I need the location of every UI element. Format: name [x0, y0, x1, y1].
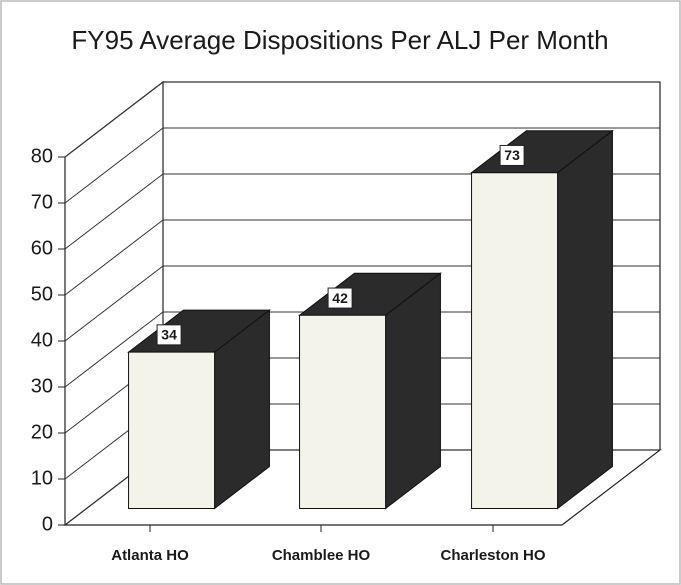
- y-tick-label: 60: [31, 237, 53, 259]
- grid-line: [64, 81, 164, 158]
- data-label: 73: [504, 147, 520, 163]
- bar: [471, 172, 559, 509]
- bar: [299, 314, 387, 509]
- y-tick-label: 40: [31, 329, 53, 351]
- data-label: 34: [161, 327, 177, 343]
- grid-line: [64, 311, 164, 388]
- data-label-box: [327, 287, 353, 309]
- y-tick-label: 20: [31, 421, 53, 443]
- data-label: 42: [332, 290, 348, 306]
- x-tick-label: Chamblee HO: [272, 547, 371, 564]
- y-tick-label: 50: [31, 283, 53, 305]
- bar: [128, 351, 216, 509]
- grid-line: [64, 127, 164, 204]
- y-tick-label: 10: [31, 467, 53, 489]
- y-tick-label: 80: [31, 145, 53, 167]
- data-label-box: [499, 144, 525, 166]
- x-tick-label: Atlanta HO: [111, 547, 189, 564]
- grid-line: [64, 219, 164, 296]
- x-tick-label: Charleston HO: [440, 547, 545, 564]
- y-tick-label: 0: [42, 513, 53, 535]
- y-tick-label: 70: [31, 191, 53, 213]
- grid-line: [64, 265, 164, 342]
- chart-title: FY95 Average Dispositions Per ALJ Per Mo…: [71, 25, 608, 55]
- data-label-box: [156, 324, 182, 346]
- grid-line: [64, 173, 164, 250]
- y-tick-label: 30: [31, 375, 53, 397]
- bar-side: [557, 129, 613, 510]
